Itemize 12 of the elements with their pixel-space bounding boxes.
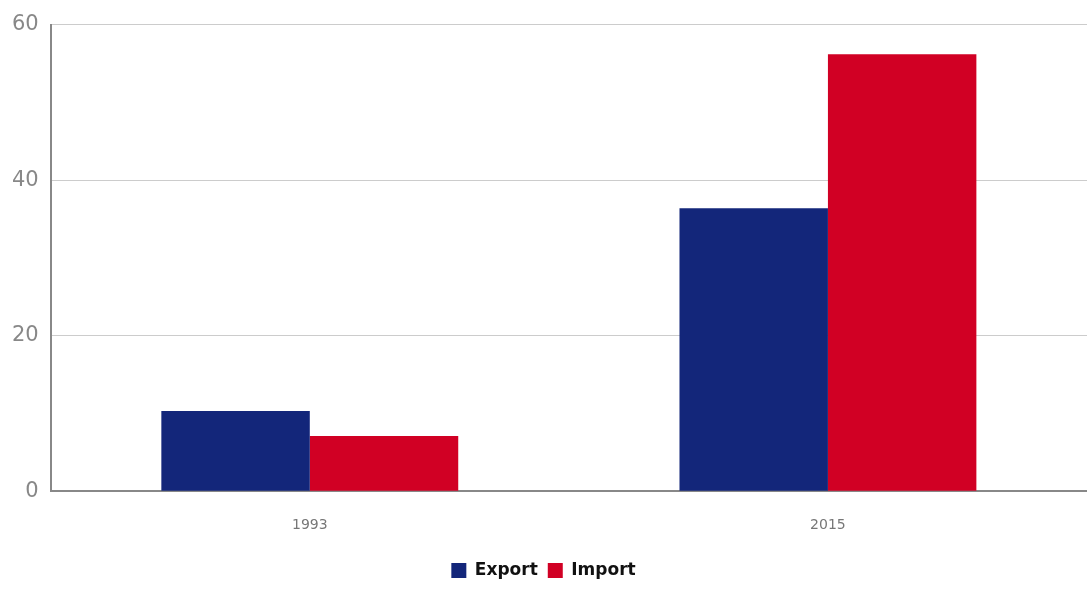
- legend-label: Import: [571, 558, 636, 579]
- y-tick-label: 0: [25, 477, 39, 502]
- bar: [161, 411, 310, 491]
- bar: [827, 54, 977, 491]
- legend-label: Export: [474, 558, 538, 579]
- bar: [679, 208, 828, 491]
- y-tick-label: 40: [11, 166, 39, 191]
- y-tick-label: 20: [11, 322, 39, 347]
- y-tick-label: 60: [11, 11, 39, 36]
- bar: [309, 435, 459, 491]
- x-tick-label: 2015: [810, 516, 846, 533]
- x-tick-label: 1993: [291, 516, 328, 533]
